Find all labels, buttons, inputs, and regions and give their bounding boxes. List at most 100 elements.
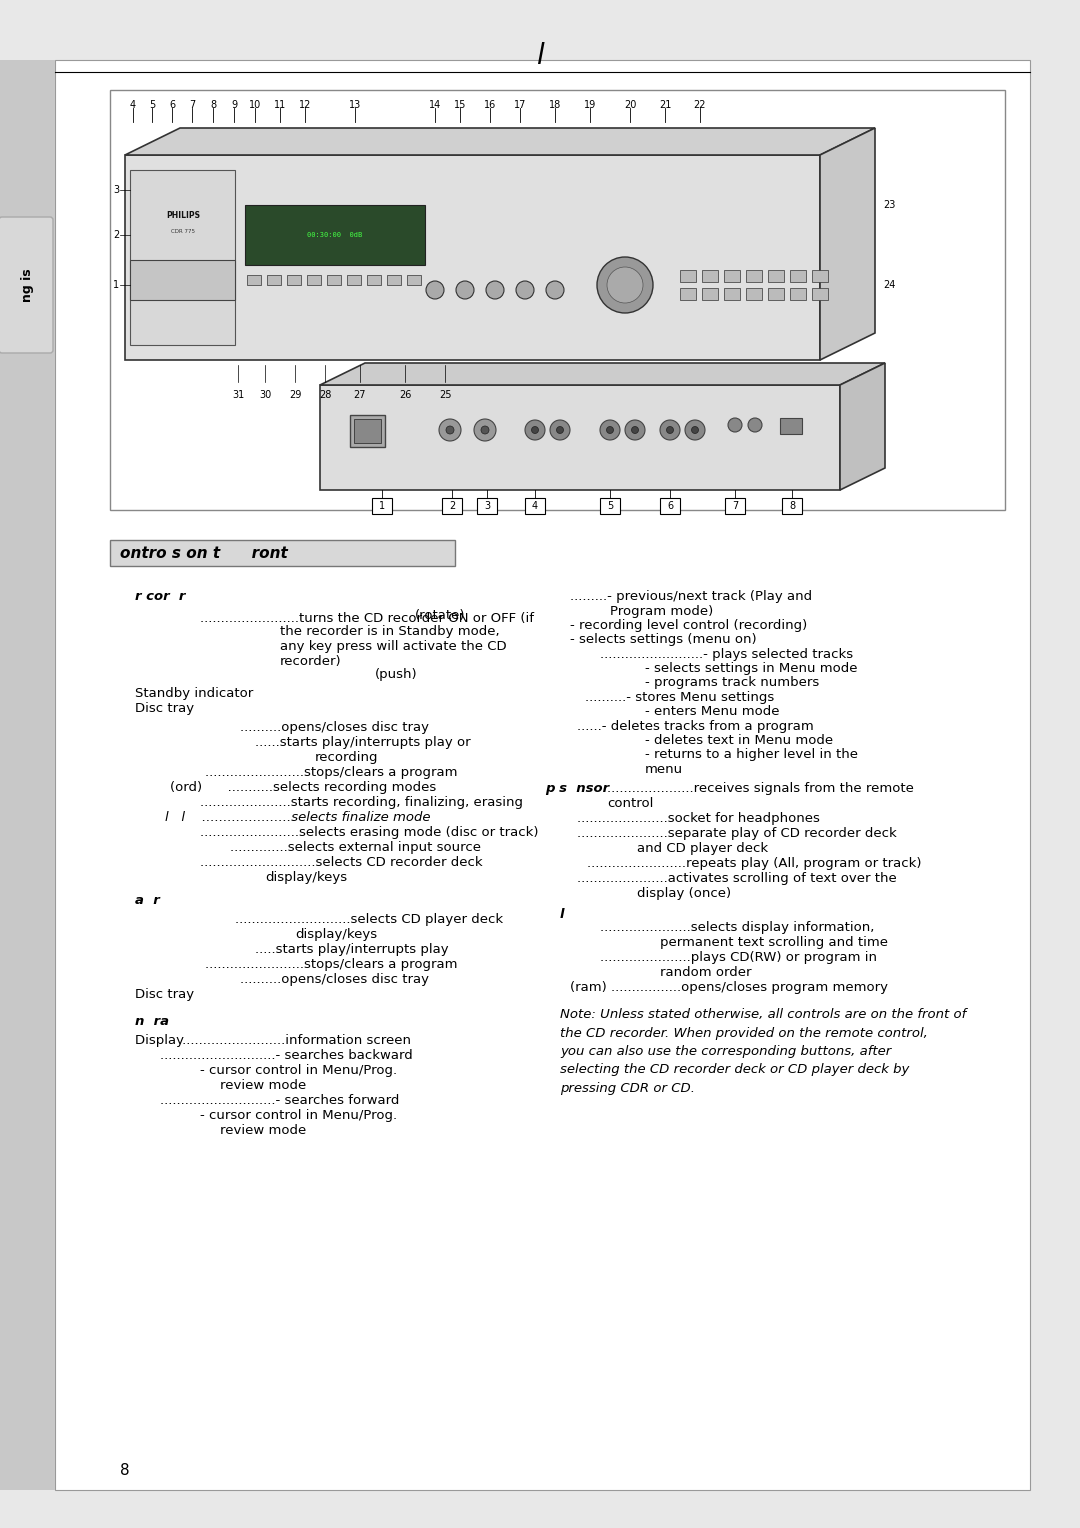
Text: 2: 2: [449, 501, 455, 510]
Text: 00:30:00  0dB: 00:30:00 0dB: [308, 232, 363, 238]
Bar: [680, 287, 696, 299]
Circle shape: [607, 426, 613, 434]
Text: display (once): display (once): [637, 886, 731, 900]
Circle shape: [607, 267, 643, 303]
Text: .....................receives signals from the remote: .....................receives signals fr…: [607, 782, 914, 795]
Text: ......................plays CD(RW) or program in: ......................plays CD(RW) or pr…: [600, 950, 877, 964]
Bar: [130, 170, 235, 345]
Bar: [812, 270, 828, 283]
Text: Disc tray: Disc tray: [135, 701, 194, 715]
Bar: [267, 275, 281, 286]
Bar: [0, 60, 55, 1490]
Text: - deletes text in Menu mode: - deletes text in Menu mode: [645, 733, 833, 747]
Bar: [367, 275, 381, 286]
Bar: [372, 498, 392, 513]
Circle shape: [546, 281, 564, 299]
Bar: [768, 287, 784, 299]
Text: 27: 27: [354, 390, 366, 400]
Text: 5: 5: [607, 501, 613, 510]
Text: ......................activates scrolling of text over the: ......................activates scrollin…: [577, 872, 896, 885]
Text: (ord)      ...........selects recording modes: (ord) ...........selects recording modes: [170, 781, 436, 795]
Text: ng is: ng is: [22, 269, 35, 303]
Text: 25: 25: [438, 390, 451, 400]
Text: 24: 24: [883, 280, 895, 290]
Bar: [660, 498, 680, 513]
Bar: [125, 154, 820, 361]
Bar: [782, 498, 802, 513]
Text: and CD player deck: and CD player deck: [637, 842, 768, 856]
Circle shape: [426, 281, 444, 299]
Text: r cor  r: r cor r: [135, 590, 186, 604]
Bar: [789, 287, 806, 299]
Text: 2: 2: [113, 231, 119, 240]
Bar: [327, 275, 341, 286]
Text: 4: 4: [130, 99, 136, 110]
Polygon shape: [840, 364, 885, 490]
Text: ............................- searches forward: ............................- searches f…: [160, 1094, 400, 1106]
Text: - selects settings in Menu mode: - selects settings in Menu mode: [645, 662, 858, 675]
Text: 31: 31: [232, 390, 244, 400]
Text: ............................selects CD recorder deck: ............................selects CD r…: [200, 856, 483, 869]
Bar: [725, 498, 745, 513]
Circle shape: [666, 426, 674, 434]
Bar: [287, 275, 301, 286]
Text: 15: 15: [454, 99, 467, 110]
Text: ..........- stores Menu settings: ..........- stores Menu settings: [585, 691, 774, 704]
Text: 29: 29: [288, 390, 301, 400]
Circle shape: [660, 420, 680, 440]
Text: .........- previous/next track (Play and: .........- previous/next track (Play and: [570, 590, 812, 604]
Bar: [724, 287, 740, 299]
Bar: [110, 539, 455, 565]
Text: 18: 18: [549, 99, 562, 110]
Text: ontro s on t      ront: ontro s on t ront: [120, 545, 287, 561]
Text: Standby indicator: Standby indicator: [135, 688, 253, 700]
Bar: [525, 498, 545, 513]
Text: 4: 4: [532, 501, 538, 510]
Text: ............................- searches backward: ............................- searches b…: [160, 1050, 413, 1062]
Text: 11: 11: [274, 99, 286, 110]
Text: - returns to a higher level in the: - returns to a higher level in the: [645, 749, 858, 761]
Text: l: l: [561, 908, 565, 921]
Circle shape: [516, 281, 534, 299]
Text: Program mode): Program mode): [610, 605, 713, 617]
Text: p s  nsor: p s nsor: [545, 782, 609, 795]
Bar: [702, 287, 718, 299]
Bar: [387, 275, 401, 286]
Text: 17: 17: [514, 99, 526, 110]
Circle shape: [531, 426, 539, 434]
Text: ..........opens/closes disc tray: ..........opens/closes disc tray: [240, 973, 429, 986]
Bar: [307, 275, 321, 286]
Text: recorder): recorder): [280, 656, 341, 668]
Circle shape: [600, 420, 620, 440]
Text: control: control: [607, 798, 653, 810]
Bar: [350, 416, 384, 448]
Text: l   l    .....................selects finalize mode: l l .....................selects finaliz…: [165, 811, 431, 824]
Bar: [780, 419, 802, 434]
Circle shape: [728, 419, 742, 432]
Text: 22: 22: [693, 99, 706, 110]
Bar: [442, 498, 462, 513]
Bar: [724, 270, 740, 283]
Text: ......- deletes tracks from a program: ......- deletes tracks from a program: [577, 720, 813, 733]
Polygon shape: [820, 128, 875, 361]
Bar: [768, 270, 784, 283]
Circle shape: [438, 419, 461, 442]
Text: 20: 20: [624, 99, 636, 110]
Circle shape: [556, 426, 564, 434]
Text: permanent text scrolling and time: permanent text scrolling and time: [660, 937, 888, 949]
Text: 7: 7: [732, 501, 738, 510]
Text: 6: 6: [667, 501, 673, 510]
Circle shape: [525, 420, 545, 440]
Text: 16: 16: [484, 99, 496, 110]
Text: 23: 23: [883, 200, 895, 209]
Bar: [320, 385, 840, 490]
FancyBboxPatch shape: [0, 217, 53, 353]
Text: (ram) .................opens/closes program memory: (ram) .................opens/closes prog…: [570, 981, 888, 995]
Circle shape: [748, 419, 762, 432]
Bar: [245, 205, 426, 264]
Text: recording: recording: [315, 750, 378, 764]
Text: - recording level control (recording): - recording level control (recording): [570, 619, 807, 633]
Text: 30: 30: [259, 390, 271, 400]
Text: ............................selects CD player deck: ............................selects CD p…: [235, 914, 503, 926]
Text: ......................selects display information,: ......................selects display in…: [600, 921, 875, 934]
